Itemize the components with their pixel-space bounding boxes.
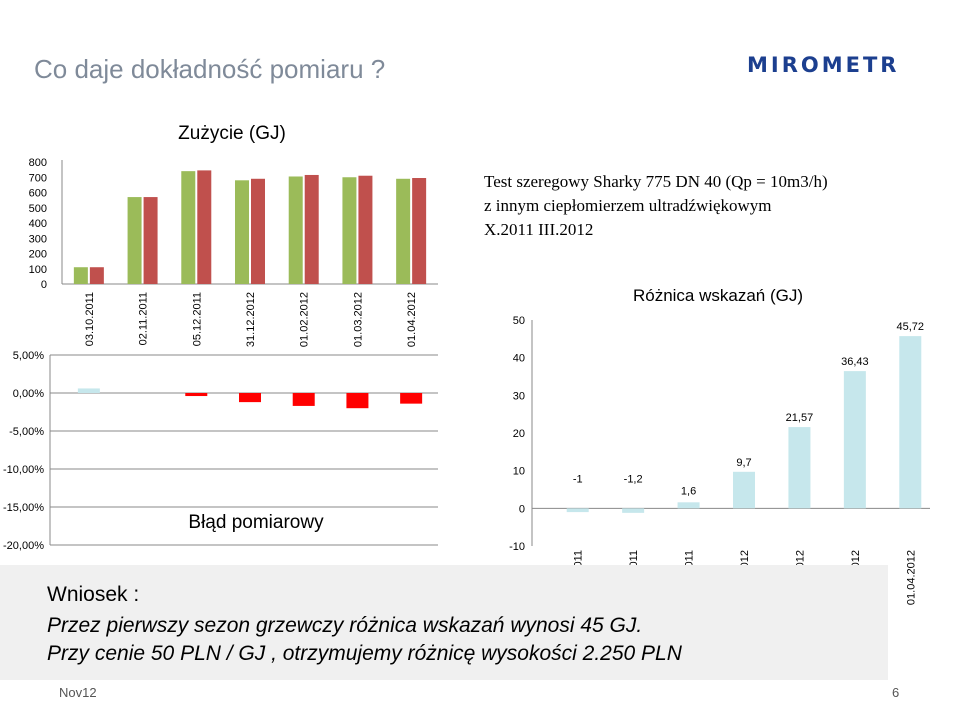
consumption-bar — [89, 267, 104, 284]
consumption-bar — [197, 170, 212, 284]
page-number: 6 — [892, 685, 900, 700]
footer-date: Nov12 — [59, 685, 97, 700]
data-label: -1,2 — [624, 473, 643, 485]
y-tick-label: 800 — [29, 157, 47, 169]
difference-bar — [788, 427, 811, 509]
y-tick-label: 0 — [519, 503, 525, 515]
error-bar — [292, 393, 315, 406]
error-bar — [185, 393, 208, 397]
error-bar — [400, 393, 423, 404]
chart-title: Błąd pomiarowy — [188, 512, 324, 533]
consumption-bar — [235, 180, 249, 284]
x-tick-label: 05.12.2011 — [191, 292, 203, 346]
y-tick-label: -15,00% — [3, 502, 44, 514]
conclusion-panel — [0, 565, 888, 680]
error-chart: 5,00% 0,00% -5,00% -10,00% -15,00% -20,00% Błą… — [3, 350, 438, 552]
consumption-bar — [127, 197, 142, 284]
difference-bar — [899, 336, 922, 509]
conclusion-line: Przy cenie 50 PLN / GJ , otrzymujemy róż… — [47, 642, 682, 665]
y-tick-label: 20 — [513, 428, 525, 440]
difference-bar — [733, 471, 755, 509]
consumption-bar — [412, 178, 427, 284]
slide-title: Co daje dokładność pomiaru ? — [34, 54, 386, 84]
y-tick-label: -10,00% — [3, 464, 44, 476]
y-tick-label: 0 — [41, 279, 47, 291]
consumption-bar — [288, 176, 303, 284]
x-tick-label: 31.12.2012 — [245, 292, 257, 347]
test-description-line: X.2011 III.2012 — [484, 220, 594, 239]
y-tick-label: 50 — [513, 315, 525, 327]
error-bar — [239, 393, 261, 403]
consumption-bar — [73, 267, 88, 284]
test-description-line: Test szeregowy Sharky 775 DN 40 (Qp = 10… — [484, 172, 828, 191]
y-tick-label: -10 — [509, 541, 525, 553]
data-label: 1,6 — [681, 485, 696, 497]
y-tick-label: 0,00% — [13, 388, 44, 400]
data-label: 45,72 — [897, 321, 925, 333]
y-tick-label: 600 — [29, 188, 47, 200]
x-tick-label: 02.11.2011 — [138, 292, 150, 345]
y-tick-label: 500 — [29, 203, 47, 215]
difference-bar — [677, 502, 700, 509]
conclusion-line: Przez pierwszy sezon grzewczy różnica ws… — [47, 614, 643, 637]
mirometr-logo: MIROMETR — [747, 53, 900, 77]
consumption-bar — [342, 177, 357, 284]
y-tick-label: 40 — [513, 353, 525, 365]
chart-title: Zużycie (GJ) — [178, 123, 286, 144]
y-tick-label: 700 — [29, 172, 47, 184]
difference-bar — [622, 508, 645, 513]
y-tick-label: 5,00% — [13, 350, 44, 362]
data-label: 9,7 — [736, 457, 751, 469]
error-bar — [346, 393, 369, 409]
consumption-bar — [358, 175, 373, 284]
conclusion-heading: Wniosek : — [47, 583, 140, 606]
y-tick-label: -20,00% — [3, 540, 44, 552]
x-tick-label: 01.02.2012 — [299, 292, 311, 347]
x-tick-label: 01.03.2012 — [352, 292, 364, 347]
consumption-bar — [304, 174, 319, 284]
y-tick-label: 100 — [29, 264, 47, 276]
y-tick-label: 10 — [513, 466, 525, 478]
y-tick-label: 30 — [513, 390, 525, 402]
error-bar — [77, 388, 100, 393]
consumption-bar — [143, 197, 158, 284]
difference-bar — [566, 508, 589, 513]
consumption-bar — [251, 178, 265, 284]
test-description: Test szeregowy Sharky 775 DN 40 (Qp = 10… — [484, 170, 828, 242]
consumption-chart: Zużycie (GJ) 800 700 600 500 400 300 200 100 0 03.… — [29, 123, 438, 347]
test-description-line: z innym ciepłomierzem ultradźwiękowym — [484, 196, 772, 215]
data-label: 36,43 — [841, 356, 869, 368]
y-tick-label: 200 — [29, 249, 47, 261]
consumption-bar — [396, 178, 411, 284]
y-tick-label: -5,00% — [9, 426, 44, 438]
x-tick-label: 01.04.2012 — [406, 292, 418, 347]
x-tick-label: 03.10.2011 — [84, 292, 96, 346]
x-tick-label: 01.04.2012 — [905, 550, 917, 605]
data-label: 21,57 — [786, 412, 814, 424]
y-tick-label: 300 — [29, 233, 47, 245]
difference-chart: Różnica wskazań (GJ)50403020100-10-103.1… — [509, 286, 930, 605]
difference-bar — [843, 371, 866, 509]
data-label: -1 — [573, 473, 583, 485]
y-tick-label: 400 — [29, 218, 47, 230]
consumption-bar — [181, 171, 196, 284]
chart-title: Różnica wskazań (GJ) — [633, 286, 803, 305]
